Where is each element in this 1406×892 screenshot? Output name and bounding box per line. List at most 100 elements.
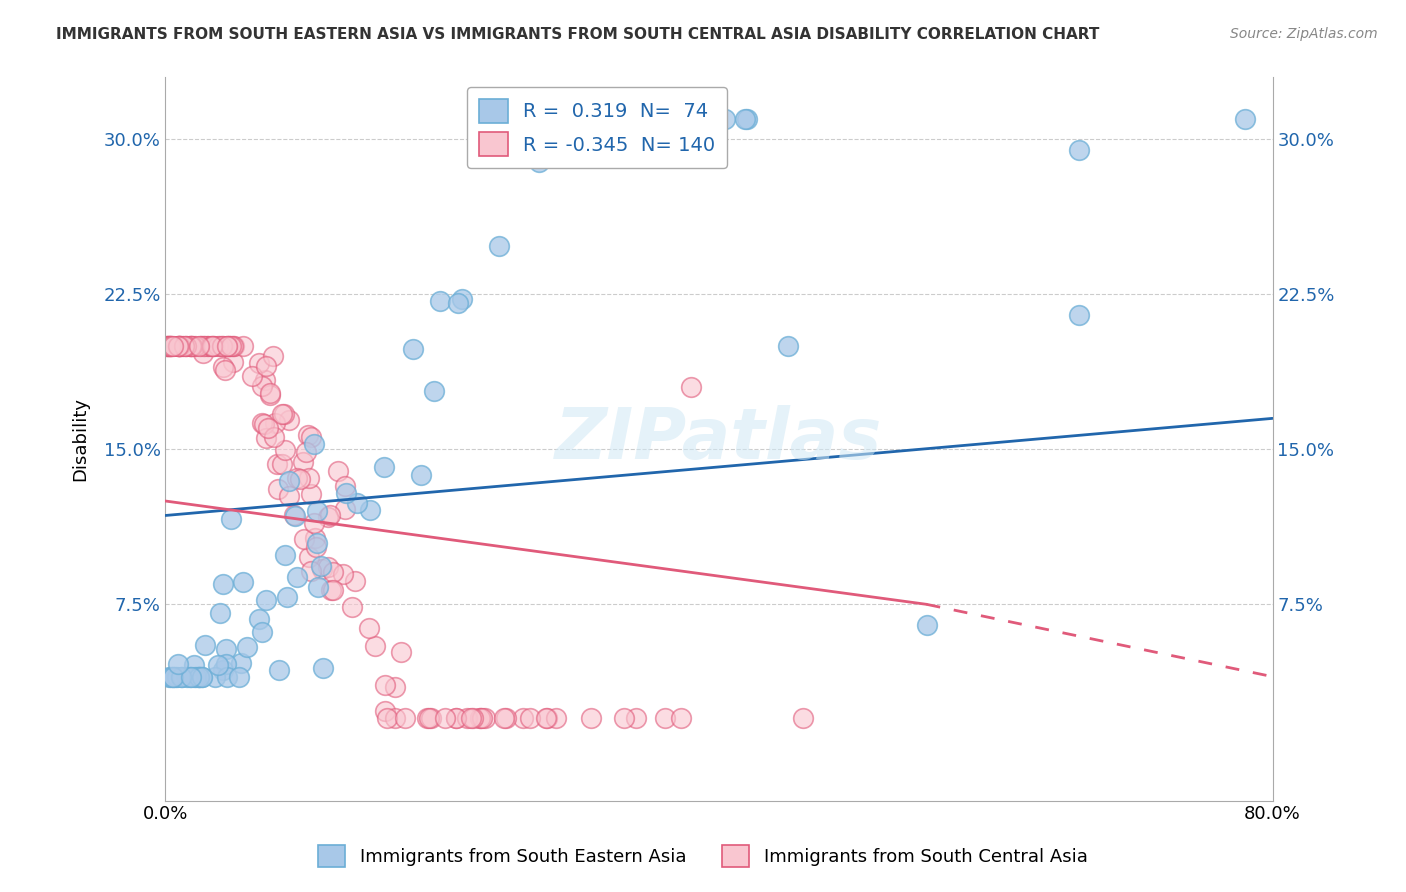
Point: [259, 386, 281, 401]
Point: [553, 112, 575, 126]
Point: [1067, 308, 1090, 322]
Point: [311, 562, 333, 576]
Point: [159, 339, 181, 353]
Point: [322, 582, 344, 597]
Point: [156, 339, 179, 353]
Point: [159, 339, 181, 353]
Point: [681, 380, 703, 394]
Point: [529, 155, 551, 169]
Point: [384, 711, 406, 725]
Point: [166, 339, 188, 353]
Point: [156, 339, 179, 353]
Point: [218, 339, 240, 353]
Point: [156, 339, 179, 353]
Point: [267, 482, 290, 496]
Point: [1067, 143, 1090, 157]
Point: [208, 339, 231, 353]
Point: [285, 570, 308, 584]
Point: [174, 339, 197, 353]
Point: [173, 339, 195, 353]
Point: [333, 478, 356, 492]
Point: [277, 474, 299, 488]
Point: [247, 612, 270, 626]
Point: [157, 670, 180, 684]
Point: [167, 339, 190, 353]
Point: [299, 487, 322, 501]
Point: [207, 339, 229, 353]
Point: [519, 711, 541, 725]
Point: [256, 421, 278, 435]
Point: [263, 430, 285, 444]
Point: [273, 407, 295, 421]
Point: [187, 670, 209, 684]
Point: [211, 339, 233, 353]
Point: [250, 379, 273, 393]
Point: [364, 639, 387, 653]
Point: [204, 670, 226, 684]
Point: [176, 670, 198, 684]
Point: [373, 460, 395, 475]
Point: [179, 339, 201, 353]
Point: [357, 621, 380, 635]
Point: [236, 640, 259, 655]
Point: [179, 339, 201, 353]
Point: [217, 339, 239, 353]
Point: [287, 471, 309, 485]
Point: [394, 711, 416, 725]
Point: [202, 339, 225, 353]
Point: [167, 339, 190, 353]
Point: [292, 532, 315, 546]
Point: [247, 356, 270, 370]
Point: [778, 339, 800, 353]
Point: [262, 349, 284, 363]
Point: [271, 408, 294, 422]
Point: [170, 339, 193, 353]
Point: [160, 339, 183, 353]
Point: [319, 582, 342, 597]
Point: [326, 464, 349, 478]
Point: [332, 567, 354, 582]
Point: [474, 711, 496, 725]
Point: [1233, 112, 1256, 126]
Point: [299, 564, 322, 578]
Point: [359, 503, 381, 517]
Point: [167, 657, 190, 672]
Point: [264, 416, 287, 430]
Point: [240, 368, 263, 383]
Point: [333, 502, 356, 516]
Point: [219, 339, 242, 353]
Point: [172, 670, 194, 684]
Point: [374, 678, 396, 692]
Point: [471, 711, 494, 725]
Y-axis label: Disability: Disability: [72, 397, 89, 481]
Point: [274, 548, 297, 562]
Point: [256, 431, 278, 445]
Point: [512, 711, 534, 725]
Point: [211, 663, 233, 677]
Point: [214, 363, 236, 377]
Point: [492, 711, 515, 725]
Point: [183, 670, 205, 684]
Point: [232, 575, 254, 590]
Point: [253, 417, 276, 432]
Point: [183, 657, 205, 672]
Point: [384, 680, 406, 694]
Point: [250, 416, 273, 430]
Point: [714, 112, 737, 126]
Point: [284, 508, 307, 523]
Point: [259, 387, 281, 401]
Point: [194, 638, 217, 652]
Point: [648, 112, 671, 126]
Point: [180, 339, 202, 353]
Point: [207, 657, 229, 672]
Point: [322, 566, 344, 580]
Point: [290, 472, 312, 486]
Point: [250, 624, 273, 639]
Point: [319, 508, 342, 522]
Point: [433, 711, 456, 725]
Point: [169, 339, 191, 353]
Point: [534, 711, 557, 725]
Point: [162, 670, 184, 684]
Point: [170, 670, 193, 684]
Point: [915, 618, 938, 632]
